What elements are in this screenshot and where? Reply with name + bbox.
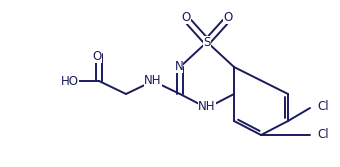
Text: O: O [181, 11, 191, 24]
Text: O: O [92, 49, 102, 62]
Text: Cl: Cl [317, 127, 329, 140]
Text: N: N [175, 59, 183, 72]
Text: NH: NH [144, 73, 162, 87]
Text: S: S [203, 36, 211, 48]
Text: Cl: Cl [317, 101, 329, 114]
Text: O: O [223, 11, 233, 24]
Text: HO: HO [61, 74, 79, 88]
Text: NH: NH [198, 101, 216, 114]
